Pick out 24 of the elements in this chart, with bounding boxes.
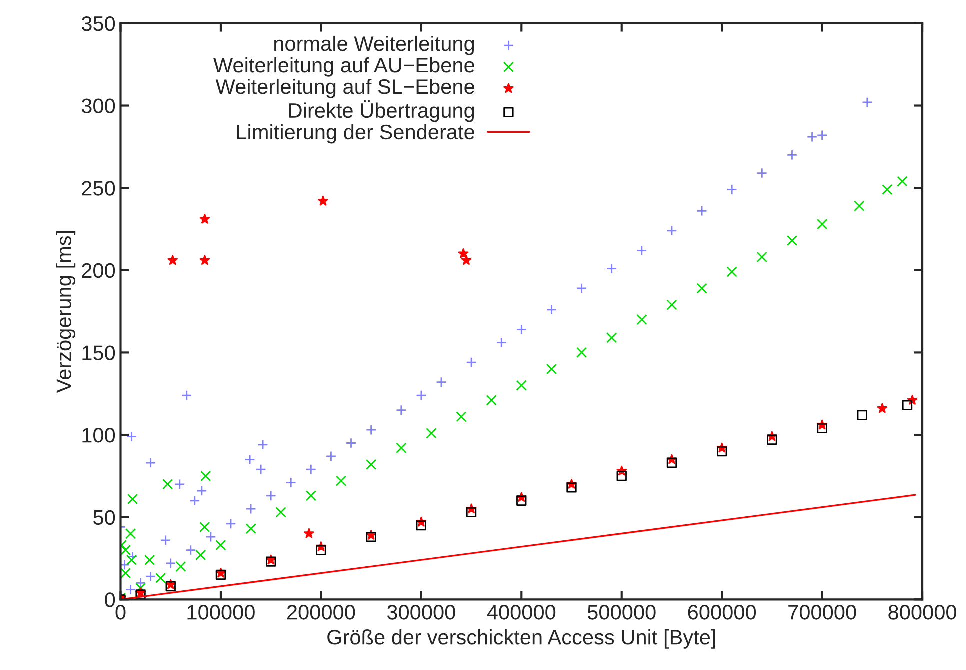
x-tick-label: 300000	[387, 605, 456, 620]
y-tick-label: 250	[82, 181, 116, 196]
legend-label: normale Weiterleitung	[274, 36, 474, 56]
y-tick-label: 150	[82, 346, 116, 360]
y-tick-label: 50	[94, 510, 116, 526]
y-tick-label: 0	[105, 592, 116, 608]
x-tick-label: 100000	[188, 605, 255, 620]
x-tick-label: 600000	[688, 605, 756, 620]
legend-label: Weiterleitung auf SL−Ebene	[216, 78, 474, 98]
x-tick-label: 800000	[888, 605, 956, 620]
legend-label: Direkte Übertragung	[290, 100, 474, 122]
y-axis-title: Verzögerung [ms]	[56, 231, 76, 394]
y-tick-label: 200	[82, 263, 116, 278]
y-tick-label: 350	[82, 16, 116, 32]
y-tick-label: 100	[82, 428, 116, 443]
legend-label: Weiterleitung auf AU−Ebene	[214, 57, 474, 77]
x-tick-label: 0	[116, 605, 126, 620]
x-axis-title: Größe der verschickten Access Unit [Byte]	[328, 629, 716, 649]
x-tick-label: 700000	[788, 605, 856, 620]
legend-label: Limitierung der Senderate	[237, 124, 474, 144]
y-tick-label: 300	[82, 98, 116, 114]
x-tick-label: 400000	[487, 605, 556, 620]
x-tick-label: 200000	[287, 605, 356, 620]
x-tick-label: 500000	[588, 605, 656, 620]
